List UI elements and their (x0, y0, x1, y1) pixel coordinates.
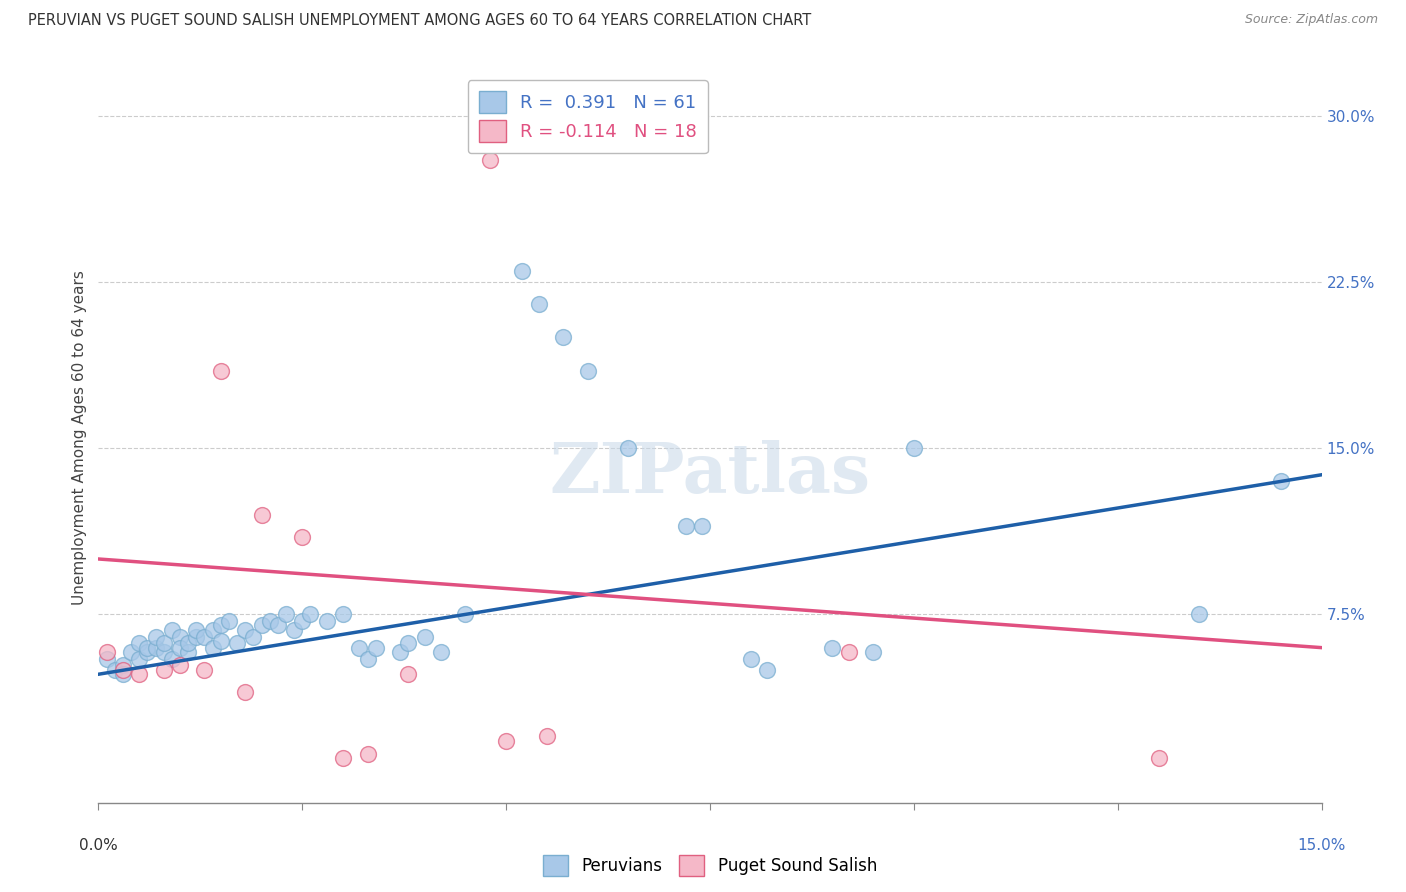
Point (128, 651, 150, 665)
Point (862, 645, 884, 659)
Point (250, 618, 273, 632)
Point (209, 363, 232, 377)
Point (1147, 751, 1170, 765)
Text: ZIPatlas: ZIPatlas (550, 440, 870, 508)
Point (218, 614, 240, 628)
Point (169, 630, 191, 644)
Point (128, 667, 150, 681)
Point (259, 614, 281, 628)
Point (177, 645, 200, 659)
Point (332, 607, 354, 622)
Point (675, 518, 697, 533)
Point (193, 663, 215, 677)
Text: PERUVIAN VS PUGET SOUND SALISH UNEMPLOYMENT AMONG AGES 60 TO 64 YEARS CORRELATIO: PERUVIAN VS PUGET SOUND SALISH UNEMPLOYM… (28, 13, 811, 29)
Point (349, 640, 371, 655)
Point (226, 636, 249, 650)
Point (364, 640, 387, 655)
Point (332, 751, 354, 765)
Point (169, 640, 191, 655)
Point (201, 623, 224, 637)
Point (145, 630, 167, 644)
Point (152, 663, 174, 677)
Y-axis label: Unemployment Among Ages 60 to 64 years: Unemployment Among Ages 60 to 64 years (72, 269, 87, 605)
Point (136, 645, 159, 659)
Point (315, 614, 337, 628)
Point (495, 733, 517, 747)
Point (536, 729, 558, 743)
Point (169, 658, 191, 673)
Text: 0.0%: 0.0% (79, 838, 118, 854)
Point (821, 640, 844, 655)
Point (160, 623, 183, 637)
Point (576, 363, 599, 377)
Point (903, 441, 925, 455)
Point (111, 663, 134, 677)
Point (291, 614, 314, 628)
Point (145, 640, 167, 655)
Point (193, 630, 215, 644)
Point (396, 636, 419, 650)
Point (553, 330, 575, 344)
Point (512, 264, 534, 278)
Point (136, 640, 159, 655)
Point (756, 663, 779, 677)
Point (111, 658, 134, 673)
Point (740, 651, 762, 665)
Point (413, 630, 436, 644)
Point (233, 623, 256, 637)
Point (454, 607, 477, 622)
Point (242, 630, 264, 644)
Point (299, 607, 322, 622)
Point (617, 441, 640, 455)
Point (1270, 475, 1292, 489)
Point (96, 645, 118, 659)
Point (152, 636, 174, 650)
Point (356, 651, 378, 665)
Text: 15.0%: 15.0% (1298, 838, 1346, 854)
Point (186, 630, 208, 644)
Point (111, 667, 134, 681)
Point (478, 153, 501, 167)
Point (160, 651, 183, 665)
Point (267, 618, 290, 632)
Point (396, 667, 419, 681)
Point (96, 651, 118, 665)
Point (152, 645, 174, 659)
Point (690, 518, 713, 533)
Point (186, 623, 208, 637)
Point (201, 640, 224, 655)
Point (274, 607, 297, 622)
Point (177, 636, 200, 650)
Point (104, 663, 127, 677)
Point (128, 636, 150, 650)
Legend: Peruvians, Puget Sound Salish: Peruvians, Puget Sound Salish (537, 848, 883, 882)
Text: Source: ZipAtlas.com: Source: ZipAtlas.com (1244, 13, 1378, 27)
Point (233, 685, 256, 699)
Point (1188, 607, 1211, 622)
Point (527, 297, 550, 311)
Point (283, 623, 305, 637)
Point (430, 645, 453, 659)
Point (209, 618, 232, 632)
Point (120, 645, 142, 659)
Point (250, 508, 273, 522)
Point (209, 634, 232, 648)
Point (291, 530, 314, 544)
Point (356, 747, 378, 761)
Point (389, 645, 412, 659)
Point (838, 645, 860, 659)
